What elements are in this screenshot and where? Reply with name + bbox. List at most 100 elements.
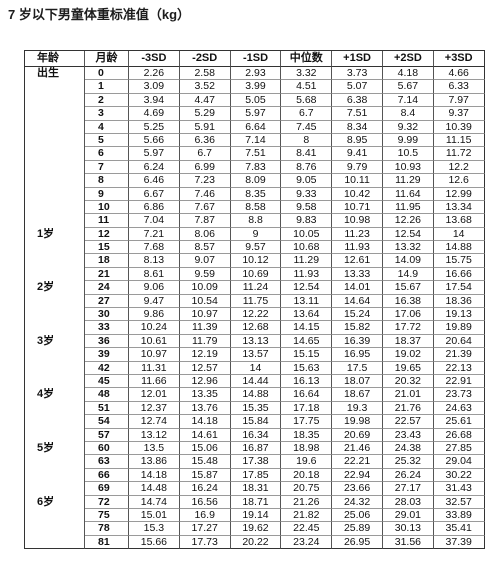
minus-3sd-weight-cell: 14.48	[129, 482, 180, 496]
month-age-cell: 2	[85, 93, 129, 108]
minus-1sd-weight-cell: 20.22	[230, 535, 282, 550]
plus-1sd-weight-cell: 18.07	[332, 374, 383, 389]
median-weight-cell: 22.45	[281, 522, 333, 536]
plus-1sd-weight-cell: 10.71	[332, 200, 383, 215]
month-age-cell: 8	[85, 174, 129, 188]
plus-3sd-weight-cell: 22.91	[433, 374, 485, 389]
median-weight-cell: 8.41	[281, 147, 333, 161]
minus-1sd-weight-cell: 15.84	[230, 415, 282, 429]
month-age-cell: 18	[85, 254, 129, 268]
plus-2sd-weight-cell: 20.32	[382, 374, 434, 389]
minus-1sd-weight-cell: 9.57	[230, 241, 282, 255]
header-minus-3sd: -3SD	[129, 51, 180, 67]
plus-2sd-weight-cell: 28.03	[382, 495, 434, 509]
minus-2sd-weight-cell: 15.87	[179, 468, 231, 483]
minus-1sd-weight-cell: 3.99	[230, 80, 282, 94]
minus-2sd-weight-cell: 9.07	[179, 254, 231, 268]
month-age-cell: 81	[85, 535, 129, 550]
plus-3sd-weight-cell: 21.39	[433, 348, 485, 362]
age-cell	[25, 200, 85, 215]
age-cell	[25, 93, 85, 108]
plus-1sd-weight-cell: 26.95	[332, 535, 383, 550]
plus-2sd-weight-cell: 13.32	[382, 241, 434, 255]
minus-2sd-weight-cell: 7.46	[179, 187, 231, 201]
month-age-cell: 66	[85, 468, 129, 483]
minus-2sd-weight-cell: 11.79	[179, 334, 231, 349]
month-age-cell: 39	[85, 348, 129, 362]
plus-1sd-weight-cell: 10.42	[332, 187, 383, 201]
month-age-cell: 36	[85, 334, 129, 349]
plus-3sd-weight-cell: 14	[433, 227, 485, 242]
minus-2sd-weight-cell: 16.24	[179, 482, 231, 496]
age-group-label: 3岁	[25, 334, 85, 349]
minus-3sd-weight-cell: 3.94	[129, 93, 180, 108]
minus-1sd-weight-cell: 14	[230, 361, 282, 375]
month-age-cell: 21	[85, 267, 129, 282]
median-weight-cell: 16.13	[281, 374, 333, 389]
page-title: 7 岁以下男童体重标准值（kg）	[8, 7, 191, 22]
minus-3sd-weight-cell: 13.86	[129, 455, 180, 469]
plus-1sd-weight-cell: 19.3	[332, 401, 383, 416]
plus-2sd-weight-cell: 27.17	[382, 482, 434, 496]
plus-2sd-weight-cell: 7.14	[382, 93, 434, 108]
plus-2sd-weight-cell: 23.43	[382, 428, 434, 442]
plus-3sd-weight-cell: 11.72	[433, 147, 485, 161]
minus-1sd-weight-cell: 16.87	[230, 441, 282, 456]
minus-1sd-weight-cell: 7.83	[230, 160, 282, 175]
median-weight-cell: 9.83	[281, 214, 333, 228]
month-age-cell: 33	[85, 321, 129, 335]
minus-3sd-weight-cell: 12.37	[129, 401, 180, 416]
minus-1sd-weight-cell: 2.93	[230, 67, 282, 81]
median-weight-cell: 6.7	[281, 107, 333, 121]
month-age-cell: 10	[85, 200, 129, 215]
age-cell	[25, 374, 85, 389]
minus-1sd-weight-cell: 5.05	[230, 93, 282, 108]
median-weight-cell: 10.05	[281, 227, 333, 242]
minus-2sd-weight-cell: 9.59	[179, 267, 231, 282]
plus-2sd-weight-cell: 14.09	[382, 254, 434, 268]
month-age-cell: 15	[85, 241, 129, 255]
month-age-cell: 63	[85, 455, 129, 469]
minus-1sd-weight-cell: 17.38	[230, 455, 282, 469]
plus-2sd-weight-cell: 17.72	[382, 321, 434, 335]
minus-3sd-weight-cell: 12.74	[129, 415, 180, 429]
age-cell	[25, 482, 85, 496]
minus-2sd-weight-cell: 14.61	[179, 428, 231, 442]
median-weight-cell: 12.54	[281, 281, 333, 295]
plus-1sd-weight-cell: 16.39	[332, 334, 383, 349]
minus-3sd-weight-cell: 5.25	[129, 120, 180, 134]
median-weight-cell: 17.18	[281, 401, 333, 416]
header-plus-3sd: +3SD	[433, 51, 485, 67]
plus-3sd-weight-cell: 11.15	[433, 133, 485, 148]
month-age-cell: 0	[85, 67, 129, 81]
age-cell	[25, 267, 85, 282]
plus-2sd-weight-cell: 31.56	[382, 535, 434, 550]
plus-3sd-weight-cell: 18.36	[433, 294, 485, 309]
plus-1sd-weight-cell: 6.38	[332, 93, 383, 108]
minus-1sd-weight-cell: 9	[230, 227, 282, 242]
age-cell	[25, 308, 85, 322]
minus-1sd-weight-cell: 18.31	[230, 482, 282, 496]
age-cell	[25, 348, 85, 362]
minus-1sd-weight-cell: 16.34	[230, 428, 282, 442]
median-weight-cell: 11.93	[281, 267, 333, 282]
minus-2sd-weight-cell: 7.87	[179, 214, 231, 228]
minus-2sd-weight-cell: 8.57	[179, 241, 231, 255]
plus-3sd-weight-cell: 32.57	[433, 495, 485, 509]
minus-2sd-weight-cell: 12.96	[179, 374, 231, 389]
plus-1sd-weight-cell: 22.21	[332, 455, 383, 469]
minus-2sd-weight-cell: 4.47	[179, 93, 231, 108]
minus-1sd-weight-cell: 8.09	[230, 174, 282, 188]
minus-2sd-weight-cell: 15.06	[179, 441, 231, 456]
minus-2sd-weight-cell: 10.97	[179, 308, 231, 322]
month-age-cell: 60	[85, 441, 129, 456]
plus-3sd-weight-cell: 13.34	[433, 200, 485, 215]
minus-1sd-weight-cell: 19.62	[230, 522, 282, 536]
minus-1sd-weight-cell: 13.57	[230, 348, 282, 362]
minus-2sd-weight-cell: 17.27	[179, 522, 231, 536]
median-weight-cell: 11.29	[281, 254, 333, 268]
minus-3sd-weight-cell: 15.01	[129, 508, 180, 523]
plus-2sd-weight-cell: 17.06	[382, 308, 434, 322]
age-group-label: 5岁	[25, 441, 85, 456]
plus-2sd-weight-cell: 5.67	[382, 80, 434, 94]
